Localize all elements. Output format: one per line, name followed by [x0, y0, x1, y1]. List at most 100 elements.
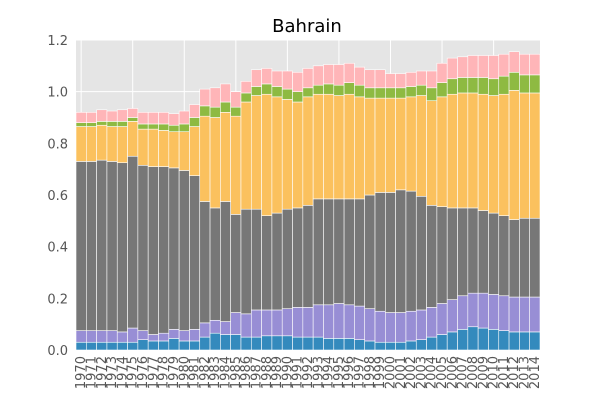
bar-segment: [106, 330, 118, 343]
bar-segment: [529, 296, 541, 333]
bar-segment: [395, 87, 407, 99]
bar-segment: [323, 198, 335, 306]
x-axis: 1970197119721973197419751976197719781979…: [74, 356, 543, 389]
bar-segment: [405, 71, 417, 87]
bar-segment: [343, 93, 355, 200]
bar-segment: [364, 194, 376, 309]
x-tick-label: 2010: [487, 356, 502, 389]
bar-segment: [240, 313, 252, 338]
bar-segment: [343, 198, 355, 306]
bar-segment: [281, 208, 293, 309]
bar-segment: [415, 84, 427, 96]
x-tick-label: 1998: [363, 356, 378, 389]
bar-segment: [271, 335, 283, 351]
bar-segment: [436, 334, 448, 351]
x-tick-label: 1970: [74, 356, 89, 389]
bar-segment: [271, 212, 283, 311]
bar-segment: [302, 68, 314, 89]
bar-segment: [106, 126, 118, 162]
bar-segment: [426, 205, 438, 308]
bar-segment: [106, 341, 118, 351]
bar-segment: [446, 331, 458, 351]
bar-segment: [333, 338, 345, 351]
bar-segment: [457, 295, 469, 330]
bar-segment: [415, 195, 427, 311]
x-tick-label: 1976: [136, 356, 151, 389]
y-tick-label: 0.2: [47, 292, 68, 307]
bar-segment: [415, 309, 427, 340]
bar-segment: [168, 338, 180, 351]
bar-segment: [220, 334, 231, 351]
bar-segment: [374, 192, 386, 312]
bar-segment: [261, 335, 273, 351]
x-tick-label: 1994: [322, 356, 337, 389]
bar-segment: [467, 55, 479, 78]
x-tick-label: 1977: [146, 356, 161, 389]
bar-segment: [168, 329, 180, 339]
bar-segment: [415, 70, 427, 86]
bar-segment: [343, 304, 355, 339]
bar-segment: [385, 97, 396, 193]
bar-segment: [312, 65, 324, 86]
bar-segment: [271, 70, 283, 87]
bar-segment: [343, 338, 355, 351]
x-tick-label: 2004: [425, 356, 440, 389]
bar-segment: [354, 305, 366, 340]
bar-segment: [168, 167, 180, 330]
bar-segment: [281, 70, 293, 90]
y-tick-label: 0.4: [47, 241, 68, 256]
bar-segment: [477, 55, 489, 78]
bar-segment: [127, 155, 139, 329]
bar-segment: [415, 339, 427, 351]
bar-segment: [96, 124, 108, 161]
bar-segment: [96, 121, 108, 126]
bar-segment: [364, 308, 376, 342]
bar-segment: [354, 96, 366, 200]
bar-segment: [426, 100, 438, 206]
bar-segment: [323, 83, 335, 95]
y-tick-label: 0.6: [47, 189, 68, 204]
bar-segment: [250, 69, 262, 87]
bar-segment: [415, 95, 427, 197]
bar-segment: [405, 86, 417, 98]
bar-segment: [519, 331, 530, 351]
bar-segment: [364, 69, 376, 89]
bar-segment: [405, 340, 417, 351]
bar-segment: [333, 84, 345, 96]
x-tick-label: 1980: [177, 356, 192, 389]
x-tick-label: 1971: [84, 356, 99, 389]
bar-segment: [436, 96, 448, 207]
bar-segment: [498, 330, 510, 351]
bar-segment: [374, 69, 386, 89]
x-tick-label: 1973: [105, 356, 120, 389]
x-tick-label: 1979: [167, 356, 182, 389]
x-tick-label: 2007: [456, 356, 471, 389]
bar-segment: [508, 331, 520, 351]
bar-segment: [96, 109, 108, 122]
bar-segment: [127, 108, 139, 118]
bar-segment: [147, 112, 159, 125]
bar-segment: [86, 112, 97, 123]
bar-segment: [137, 128, 149, 166]
bar-segment: [199, 105, 211, 117]
x-tick-label: 1982: [198, 356, 213, 389]
bar-segment: [529, 217, 541, 298]
bar-segment: [220, 112, 231, 202]
bar-segment: [364, 97, 376, 196]
bar-segment: [488, 294, 500, 330]
bar-segment: [127, 341, 139, 351]
bar-segment: [529, 331, 541, 351]
bar-segment: [508, 51, 520, 73]
x-tick-label: 1992: [301, 356, 316, 389]
x-tick-label: 1991: [291, 356, 306, 389]
bar-segment: [199, 88, 211, 107]
bar-segment: [488, 78, 500, 96]
bar-segment: [395, 189, 407, 313]
bar-segment: [477, 327, 489, 351]
bar-segment: [106, 161, 118, 331]
y-tick-label: 0.0: [47, 344, 68, 359]
bar-segment: [261, 83, 273, 95]
bar-segment: [261, 68, 273, 85]
bar-segment: [498, 53, 510, 77]
bar-segment: [498, 75, 510, 95]
